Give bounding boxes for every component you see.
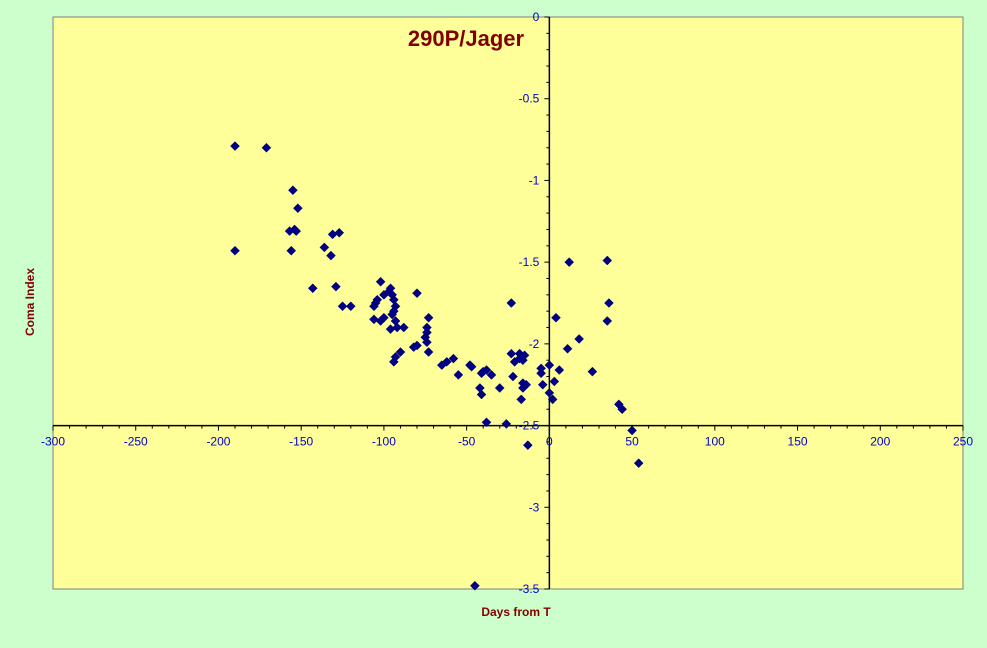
x-tick-label: 0	[546, 435, 553, 449]
y-tick-label: 0	[533, 10, 540, 24]
data-point	[448, 353, 459, 364]
data-point	[481, 417, 492, 428]
x-tick-label: -100	[372, 435, 396, 449]
y-tick-label: -2.5	[519, 419, 540, 433]
data-point	[423, 347, 434, 357]
data-point	[549, 376, 560, 387]
data-point	[387, 309, 398, 320]
data-point	[633, 458, 644, 469]
data-point	[476, 389, 487, 400]
x-tick-label: 200	[870, 435, 890, 449]
data-point	[385, 324, 396, 335]
data-point	[506, 348, 517, 359]
chart-title: 290P/Jager	[408, 26, 525, 51]
data-point	[554, 365, 565, 375]
data-point	[326, 250, 336, 261]
y-tick-label: -2	[529, 337, 540, 351]
data-point	[544, 388, 555, 398]
y-tick-label: -1.5	[519, 255, 540, 269]
data-point	[422, 337, 432, 348]
data-point	[508, 371, 518, 382]
data-point	[291, 226, 302, 236]
data-point	[506, 298, 517, 308]
x-tick-label: -50	[458, 435, 476, 449]
data-point	[604, 298, 614, 308]
data-point	[345, 301, 356, 312]
data-point	[398, 322, 409, 333]
data-point	[501, 419, 512, 429]
data-point	[230, 141, 240, 151]
data-point	[516, 394, 527, 405]
data-point	[521, 379, 532, 390]
data-point	[388, 356, 399, 367]
data-point	[574, 334, 584, 344]
y-tick-label: -0.5	[519, 92, 540, 106]
x-tick-label: 100	[705, 435, 725, 449]
data-point	[602, 255, 613, 266]
data-point	[319, 242, 330, 253]
data-point	[331, 281, 341, 292]
x-tick-label: -250	[124, 435, 148, 449]
data-point	[230, 245, 240, 256]
data-point	[293, 203, 303, 214]
data-point	[518, 355, 528, 366]
data-point	[551, 312, 561, 323]
data-point	[547, 394, 558, 405]
x-tick-label: 50	[625, 435, 639, 449]
y-axis-title: Coma Index	[23, 268, 37, 336]
data-point	[470, 580, 480, 591]
data-point	[627, 425, 637, 436]
data-point	[337, 301, 348, 312]
x-tick-label: -300	[41, 435, 65, 449]
data-point	[379, 289, 389, 300]
data-point	[395, 347, 406, 357]
data-point	[453, 370, 464, 380]
x-tick-label: 150	[788, 435, 808, 449]
data-point	[441, 356, 452, 367]
data-point	[392, 322, 402, 333]
x-tick-label: -200	[206, 435, 230, 449]
data-point	[288, 185, 298, 196]
x-tick-label: -150	[289, 435, 313, 449]
data-point	[286, 245, 297, 256]
data-point	[617, 404, 628, 415]
y-tick-label: -3.5	[519, 582, 540, 596]
data-point	[587, 366, 598, 377]
data-point	[375, 276, 386, 287]
x-tick-label: 250	[953, 435, 973, 449]
data-point	[494, 383, 505, 393]
data-points	[230, 141, 644, 591]
data-point	[412, 288, 422, 299]
data-point	[536, 363, 546, 374]
data-point	[369, 301, 379, 312]
data-point	[564, 257, 575, 267]
data-point	[562, 343, 573, 354]
x-axis-title: Days from T	[481, 605, 551, 619]
data-point	[423, 312, 434, 323]
data-point	[334, 227, 345, 238]
data-point	[523, 440, 533, 451]
y-tick-label: -1	[529, 173, 540, 187]
data-point	[261, 142, 272, 153]
data-point	[307, 283, 318, 294]
y-tick-label: -3	[529, 500, 540, 514]
y-axis-ticks: 0 -0.5 -1 -1.5 -2 -2.5 -3 -3.5	[519, 10, 550, 596]
data-point	[544, 360, 555, 370]
data-point	[536, 368, 546, 379]
data-point	[408, 342, 419, 352]
data-point	[602, 316, 613, 326]
data-point	[369, 314, 379, 325]
data-point	[486, 370, 497, 380]
x-axis-ticks: -300 -250 -200 -150 -100 -50 0 50 100 150 200 250	[41, 425, 973, 449]
data-point	[537, 379, 548, 390]
data-point	[476, 368, 487, 379]
data-point	[466, 361, 477, 372]
